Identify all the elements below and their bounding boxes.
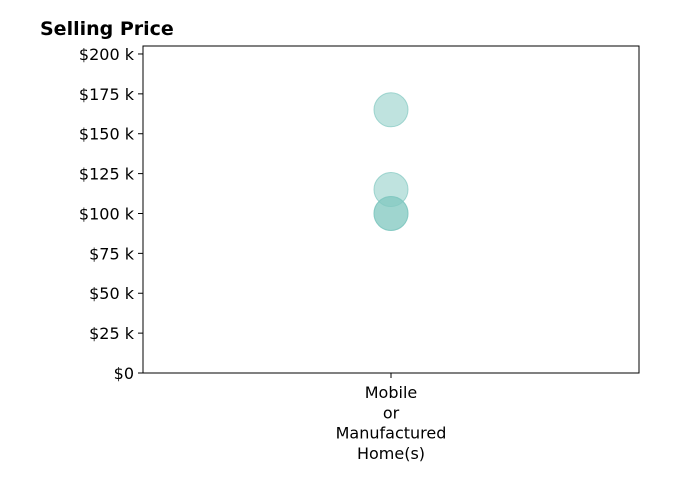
y-tick-label: $200 k [79,45,135,64]
y-axis: $0 $25 k $50 k $75 k $100 k $125 k $150 k $175 … [79,45,143,383]
y-tick-label: $75 k [89,244,135,263]
data-point [373,195,409,231]
y-tick-label: $100 k [79,204,135,223]
x-axis: Mobile or Manufactured Home(s) [336,373,447,463]
chart-title: Selling Price [40,18,174,40]
data-point [373,92,409,128]
y-tick-label: $25 k [89,324,135,343]
y-tick-label: $150 k [79,125,135,144]
y-tick-label: $125 k [79,165,135,184]
y-tick-label: $0 [114,364,134,383]
y-tick-label: $175 k [79,85,135,104]
y-tick-label: $50 k [89,284,135,303]
x-tick-label: Mobile or Manufactured Home(s) [336,383,447,463]
data-points [373,92,409,231]
